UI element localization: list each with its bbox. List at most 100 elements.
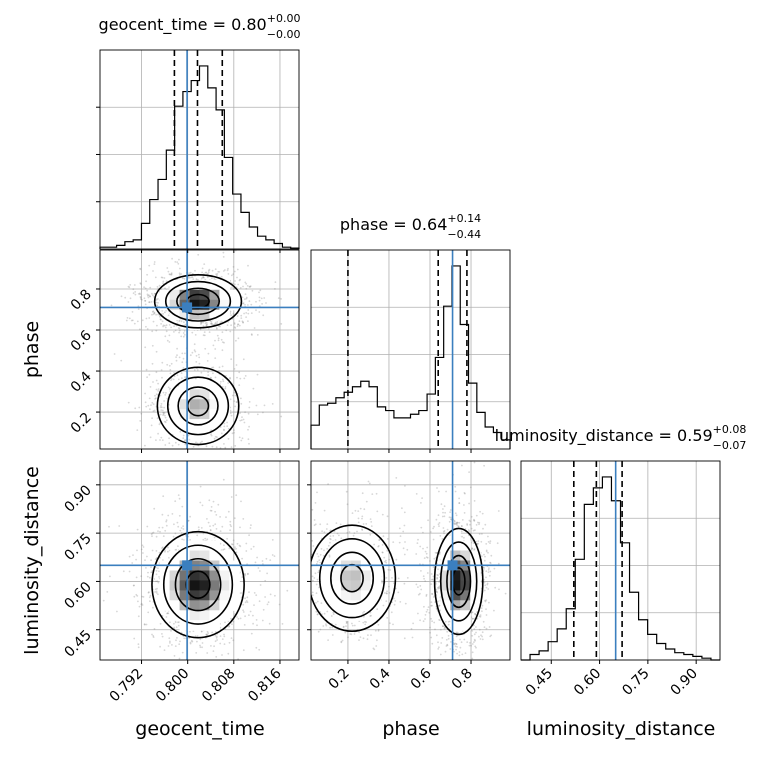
- sample-point: [248, 442, 250, 445]
- sample-point: [481, 638, 484, 641]
- sample-point: [314, 502, 317, 504]
- sample-point: [469, 642, 471, 644]
- sample-point: [444, 620, 447, 623]
- sample-point: [242, 321, 245, 324]
- sample-point: [219, 530, 222, 532]
- density-cell: [340, 600, 352, 611]
- sample-point: [190, 462, 192, 464]
- sample-point: [489, 570, 492, 573]
- sample-point: [381, 551, 384, 554]
- sample-point: [297, 536, 299, 538]
- sample-point: [484, 600, 487, 603]
- sample-point: [175, 639, 177, 642]
- sample-point: [389, 569, 392, 571]
- sample-point: [258, 299, 261, 302]
- sample-point: [225, 329, 228, 332]
- sample-point: [159, 439, 161, 441]
- sample-point: [141, 544, 144, 547]
- sample-point: [430, 601, 433, 604]
- sample-point: [157, 567, 159, 570]
- sample-point: [163, 277, 166, 279]
- sample-point: [252, 387, 255, 390]
- sample-point: [145, 280, 148, 283]
- sample-point: [485, 627, 488, 630]
- sample-point: [239, 526, 241, 529]
- density-cell: [330, 570, 342, 582]
- sample-point: [229, 376, 231, 379]
- sample-point: [239, 287, 242, 289]
- sample-point: [213, 645, 216, 648]
- sample-point: [373, 664, 375, 666]
- sample-point: [361, 517, 363, 520]
- sample-point: [173, 331, 175, 333]
- sample-point: [395, 477, 398, 479]
- sample-point: [388, 585, 390, 588]
- sample-point: [302, 627, 304, 629]
- sample-point: [194, 334, 197, 336]
- sample-point: [168, 637, 171, 640]
- sample-point: [456, 631, 459, 634]
- sample-point: [233, 326, 236, 328]
- sample-point: [406, 548, 409, 551]
- sample-point: [473, 500, 476, 502]
- sample-point: [173, 372, 175, 374]
- density-cell: [199, 620, 211, 631]
- density-cell: [450, 540, 461, 552]
- contour-line: [185, 570, 211, 599]
- sample-point: [458, 521, 461, 524]
- density-cell: [219, 299, 230, 311]
- sample-point: [132, 584, 135, 587]
- sample-point: [230, 324, 233, 327]
- sample-point: [223, 443, 225, 445]
- sample-point: [228, 547, 231, 550]
- sample-point: [151, 362, 154, 365]
- sample-point: [277, 297, 280, 299]
- sample-point: [267, 601, 270, 604]
- sample-point: [233, 323, 236, 325]
- sample-point: [233, 431, 235, 434]
- sample-point: [485, 599, 488, 601]
- sample-point: [245, 316, 248, 318]
- sample-point: [240, 592, 243, 594]
- sample-point: [493, 609, 495, 612]
- sample-point: [213, 278, 216, 280]
- density-cell: [179, 580, 191, 591]
- sample-point: [461, 525, 463, 527]
- sample-point: [222, 548, 225, 551]
- sample-point: [199, 501, 202, 504]
- density-cell: [179, 379, 191, 390]
- sample-point: [358, 631, 360, 634]
- sample-point: [328, 555, 331, 558]
- sample-point: [165, 324, 168, 327]
- density-cell: [179, 570, 191, 582]
- sample-point: [415, 583, 418, 586]
- sample-point: [229, 529, 232, 532]
- sample-point: [319, 628, 322, 631]
- sample-point: [151, 401, 154, 404]
- sample-point: [161, 547, 163, 550]
- sample-point: [274, 594, 276, 597]
- sample-point: [156, 580, 159, 583]
- density-cell: [179, 590, 191, 601]
- sample-point: [160, 369, 163, 371]
- sample-point: [209, 376, 212, 379]
- sample-point: [181, 352, 184, 355]
- panel-frame: [99, 460, 300, 661]
- sample-point: [246, 601, 249, 604]
- sample-point: [158, 526, 161, 529]
- sample-point: [480, 540, 483, 543]
- sample-point: [471, 611, 474, 614]
- sample-point: [234, 283, 236, 286]
- density-cell: [189, 399, 201, 410]
- sample-point: [208, 331, 211, 333]
- sample-point: [475, 631, 477, 634]
- sample-point: [180, 335, 183, 338]
- sample-point: [305, 583, 307, 585]
- sample-point: [487, 588, 490, 590]
- sample-point: [456, 521, 459, 524]
- sample-point: [437, 586, 439, 589]
- sample-point: [252, 622, 255, 625]
- sample-point: [458, 502, 461, 504]
- sample-point: [463, 504, 465, 506]
- sample-point: [248, 401, 251, 403]
